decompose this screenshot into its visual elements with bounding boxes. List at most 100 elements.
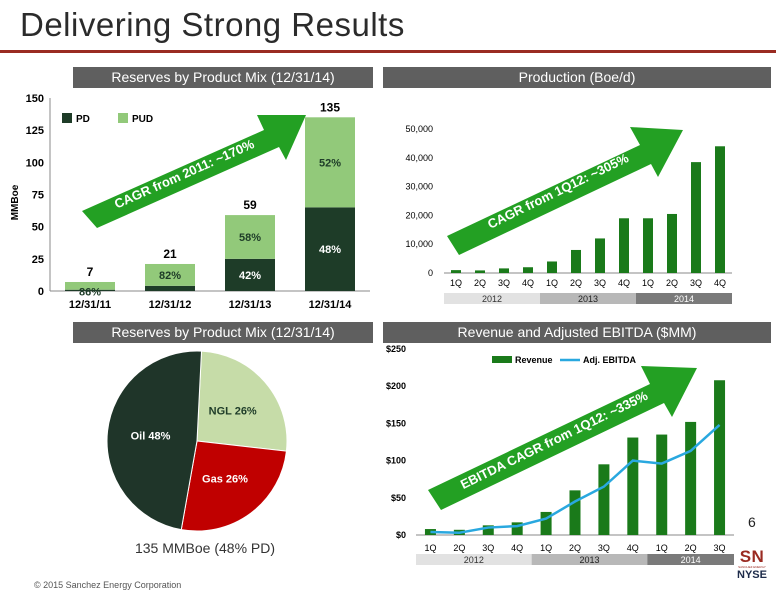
y-tick-label: 0 [428, 268, 433, 278]
x-tick-label: 3Q [690, 278, 702, 288]
production-bar [715, 146, 725, 273]
x-tick-label: 3Q [594, 278, 606, 288]
production-bar [595, 238, 605, 273]
cagr-arrow [428, 366, 697, 510]
x-tick-label: 3Q [714, 543, 726, 553]
production-bar [475, 270, 485, 273]
year-band-label: 2012 [464, 555, 484, 565]
year-band-label: 2014 [681, 555, 701, 565]
logo-exchange: NYSE [737, 569, 767, 581]
cagr-annotation: EBITDA CAGR from 1Q12: ~335% [458, 388, 651, 492]
production-bar [547, 261, 557, 273]
production-bar [451, 270, 461, 273]
y-tick-label: $200 [386, 381, 406, 391]
y-tick-label: 150 [26, 93, 44, 105]
x-tick-label: 2Q [570, 278, 582, 288]
bar-pd [145, 285, 195, 291]
year-band [531, 554, 648, 565]
company-logo: SN SANCHEZ ENERGY NYSE [734, 548, 770, 581]
copyright-footer: © 2015 Sanchez Energy Corporation [34, 580, 182, 590]
legend-pd-label: PD [76, 114, 90, 125]
legend-revenue-swatch [492, 356, 512, 363]
y-tick-label: 50,000 [405, 124, 433, 134]
y-tick-label: 25 [32, 254, 44, 266]
logo-letters: SN [739, 547, 765, 566]
x-tick-label: 2Q [453, 543, 465, 553]
bar-pud [145, 263, 195, 286]
y-axis-label: MMBoe [10, 184, 21, 220]
y-tick-label: $50 [391, 493, 406, 503]
pie-slice [180, 440, 287, 532]
x-tick-label: 2Q [474, 278, 486, 288]
y-tick-label: 125 [26, 125, 44, 137]
y-tick-label: 100 [26, 157, 44, 169]
y-tick-label: 20,000 [405, 210, 433, 220]
year-band [636, 293, 732, 304]
pud-share-label: 86% [79, 287, 101, 299]
y-tick-label: 50 [32, 222, 44, 234]
production-header: Production (Boe/d) [383, 67, 771, 88]
pud-share-label: 52% [319, 157, 341, 169]
bar-pd [225, 258, 275, 291]
bar-pd [305, 207, 355, 291]
cagr-arrow [82, 115, 306, 228]
x-tick-label: 12/31/12 [149, 299, 192, 311]
y-tick-label: 75 [32, 190, 44, 202]
x-tick-label: 12/31/11 [69, 299, 111, 311]
y-tick-label: $150 [386, 418, 406, 428]
pie-caption: 135 MMBoe (48% PD) [134, 540, 276, 556]
pie-slice [106, 350, 203, 531]
revenue-bar [627, 437, 639, 535]
production-bar [643, 218, 653, 273]
x-tick-label: 1Q [642, 278, 654, 288]
y-tick-label: $0 [396, 530, 406, 540]
y-tick-label: 10,000 [405, 239, 433, 249]
x-tick-label: 1Q [656, 543, 668, 553]
bar-pud [65, 281, 115, 290]
bar-total-label: 21 [163, 247, 177, 261]
cagr-arrow [447, 127, 683, 255]
y-tick-label: $250 [386, 344, 406, 354]
bar-total-label: 7 [87, 265, 94, 279]
page-title: Delivering Strong Results [20, 6, 405, 43]
x-tick-label: 2Q [685, 543, 697, 553]
x-tick-label: 4Q [618, 278, 630, 288]
production-bar [499, 268, 509, 273]
page-number: 6 [748, 514, 756, 530]
legend-ebitda-label: Adj. EBITDA [583, 355, 636, 365]
revenue-bar [685, 421, 697, 535]
x-tick-label: 3Q [598, 543, 610, 553]
year-band-label: 2012 [482, 294, 502, 304]
year-band-label: 2014 [674, 294, 694, 304]
pud-share-label: 82% [159, 270, 181, 282]
year-band [444, 293, 540, 304]
bar-total-label: 135 [320, 100, 340, 114]
pd-share-label: 48% [319, 244, 341, 256]
x-tick-label: 2Q [569, 543, 581, 553]
bar-total-label: 59 [243, 198, 257, 212]
legend-revenue-label: Revenue [515, 355, 553, 365]
reserves-bar-header: Reserves by Product Mix (12/31/14) [73, 67, 373, 88]
revenue-bar [511, 522, 523, 535]
title-rule [0, 50, 776, 53]
x-tick-label: 1Q [540, 543, 552, 553]
pie-slice [196, 350, 288, 452]
y-tick-label: 40,000 [405, 153, 433, 163]
x-tick-label: 12/31/13 [229, 299, 272, 311]
x-tick-label: 1Q [450, 278, 462, 288]
x-tick-label: 4Q [511, 543, 523, 553]
pie-label-ngl: NGL 26% [209, 406, 257, 418]
reserves-pie-header: Reserves by Product Mix (12/31/14) [73, 322, 373, 343]
bar-pd [65, 289, 115, 291]
pud-share-label: 58% [239, 232, 261, 244]
cagr-annotation: CAGR from 2011: ~170% [112, 136, 257, 211]
legend-pud-label: PUD [132, 114, 153, 125]
x-tick-label: 3Q [482, 543, 494, 553]
production-bar [691, 162, 701, 273]
ebitda-line [430, 423, 721, 535]
x-tick-label: 1Q [546, 278, 558, 288]
revenue-header: Revenue and Adjusted EBITDA ($MM) [383, 322, 771, 343]
x-tick-label: 4Q [714, 278, 726, 288]
x-tick-label: 4Q [522, 278, 534, 288]
